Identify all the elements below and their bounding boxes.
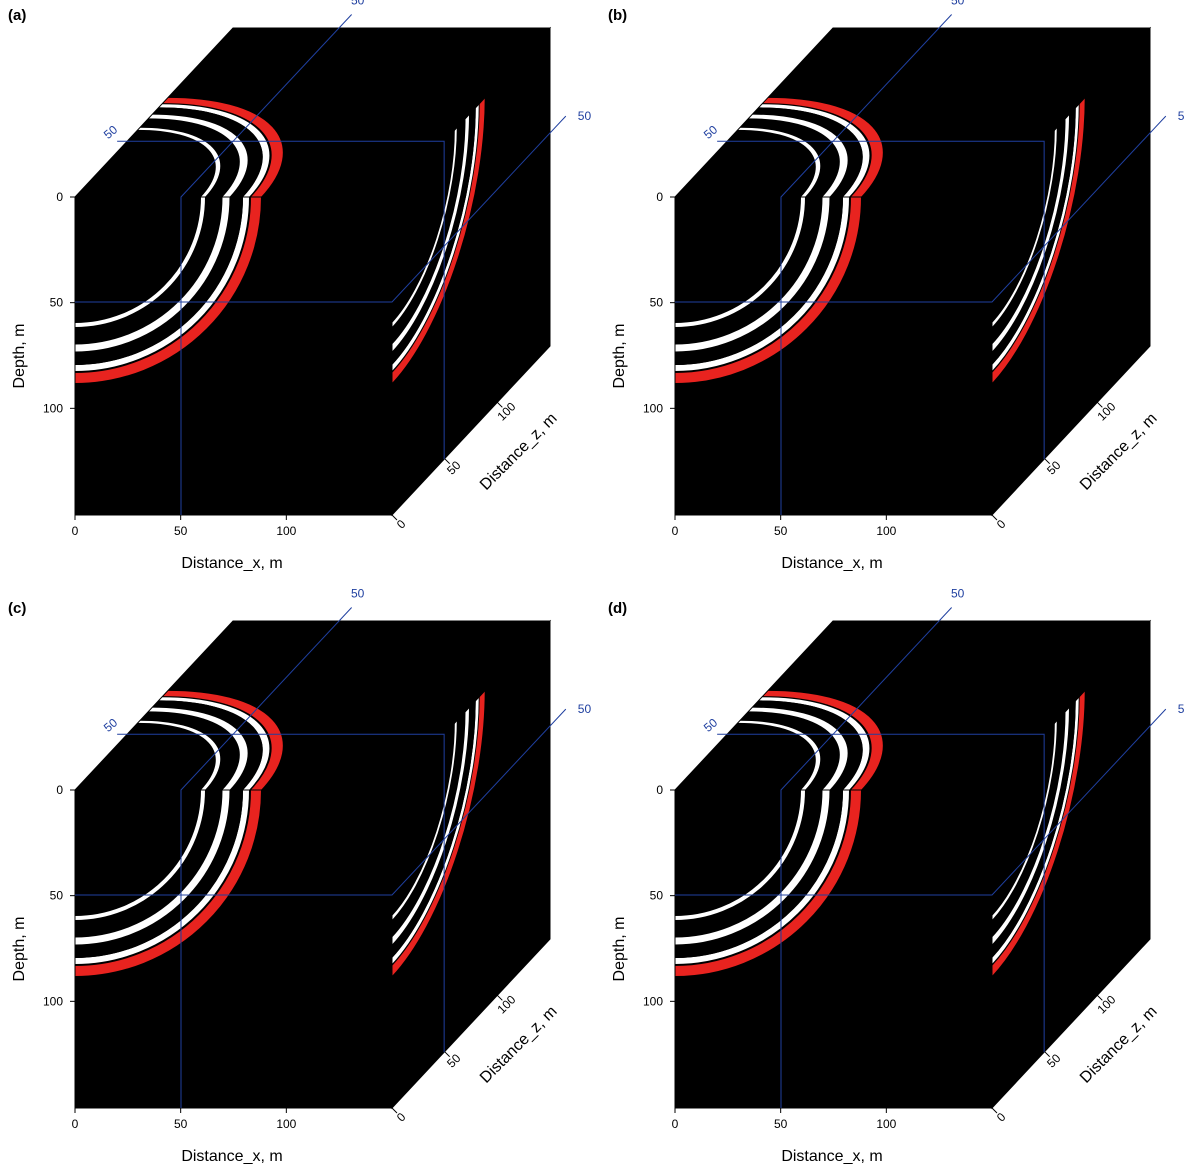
z-tick-label: 0 bbox=[394, 517, 409, 532]
x-axis-label: Distance_x, m bbox=[781, 555, 882, 572]
slice-label: 50 bbox=[101, 122, 120, 142]
y-tick-label: 50 bbox=[650, 296, 664, 310]
x-axis-label: Distance_x, m bbox=[181, 555, 282, 572]
x-tick-label: 50 bbox=[774, 524, 788, 538]
y-tick-label: 50 bbox=[50, 889, 64, 903]
y-tick-label: 100 bbox=[43, 401, 63, 415]
slice-label: 50 bbox=[578, 109, 592, 123]
x-tick-label: 50 bbox=[174, 524, 188, 538]
y-axis-label: Depth, m bbox=[11, 917, 28, 982]
x-tick-label: 100 bbox=[876, 1117, 896, 1131]
x-tick-label: 0 bbox=[672, 1117, 679, 1131]
x-tick-label: 50 bbox=[174, 1117, 188, 1131]
panel: 50 50 50 0 50 100 0 50 100 0 50 100 Distance_x, m Dep… bbox=[0, 490, 591, 1165]
slice-label: 50 bbox=[951, 586, 965, 600]
slice-label: 50 bbox=[351, 0, 365, 7]
x-tick-label: 100 bbox=[276, 1117, 296, 1131]
y-tick-label: 0 bbox=[56, 190, 63, 204]
y-tick-label: 0 bbox=[56, 783, 63, 797]
z-tick-label: 0 bbox=[994, 1110, 1009, 1125]
slice-label: 50 bbox=[1178, 702, 1184, 716]
slice-label: 50 bbox=[701, 715, 720, 735]
z-axis-label: Distance_z, m bbox=[1077, 1003, 1161, 1087]
y-tick-label: 0 bbox=[656, 783, 663, 797]
y-tick-label: 100 bbox=[643, 401, 663, 415]
y-axis-label: Depth, m bbox=[611, 917, 628, 982]
figure: 50 50 50 0 50 100 0 50 100 0 50 100 Distance_x, m Dep… bbox=[0, 0, 1184, 1167]
y-axis-label: Depth, m bbox=[11, 324, 28, 389]
y-tick-label: 100 bbox=[43, 994, 63, 1008]
panel-label: (c) bbox=[8, 600, 26, 617]
y-axis-label: Depth, m bbox=[611, 324, 628, 389]
z-tick-label: 0 bbox=[394, 1110, 409, 1125]
slice-label: 50 bbox=[951, 0, 965, 7]
slice-label: 50 bbox=[1178, 109, 1184, 123]
x-tick-label: 100 bbox=[276, 524, 296, 538]
y-tick-label: 50 bbox=[650, 889, 664, 903]
slice-label: 50 bbox=[578, 702, 592, 716]
slice-label: 50 bbox=[701, 122, 720, 142]
x-tick-label: 50 bbox=[774, 1117, 788, 1131]
y-tick-label: 0 bbox=[656, 190, 663, 204]
x-axis-label: Distance_x, m bbox=[181, 1148, 282, 1165]
z-axis-label: Distance_z, m bbox=[477, 410, 561, 494]
panel-label: (a) bbox=[8, 7, 26, 24]
z-axis-label: Distance_z, m bbox=[1077, 410, 1161, 494]
x-tick-label: 0 bbox=[72, 524, 79, 538]
z-tick-label: 0 bbox=[994, 517, 1009, 532]
slice-label: 50 bbox=[351, 586, 365, 600]
z-axis-label: Distance_z, m bbox=[477, 1003, 561, 1087]
x-tick-label: 100 bbox=[876, 524, 896, 538]
panel-label: (b) bbox=[608, 7, 627, 24]
y-tick-label: 50 bbox=[50, 296, 64, 310]
x-tick-label: 0 bbox=[672, 524, 679, 538]
y-tick-label: 100 bbox=[643, 994, 663, 1008]
x-tick-label: 0 bbox=[72, 1117, 79, 1131]
slice-label: 50 bbox=[101, 715, 120, 735]
x-axis-label: Distance_x, m bbox=[781, 1148, 882, 1165]
panel-label: (d) bbox=[608, 600, 627, 617]
